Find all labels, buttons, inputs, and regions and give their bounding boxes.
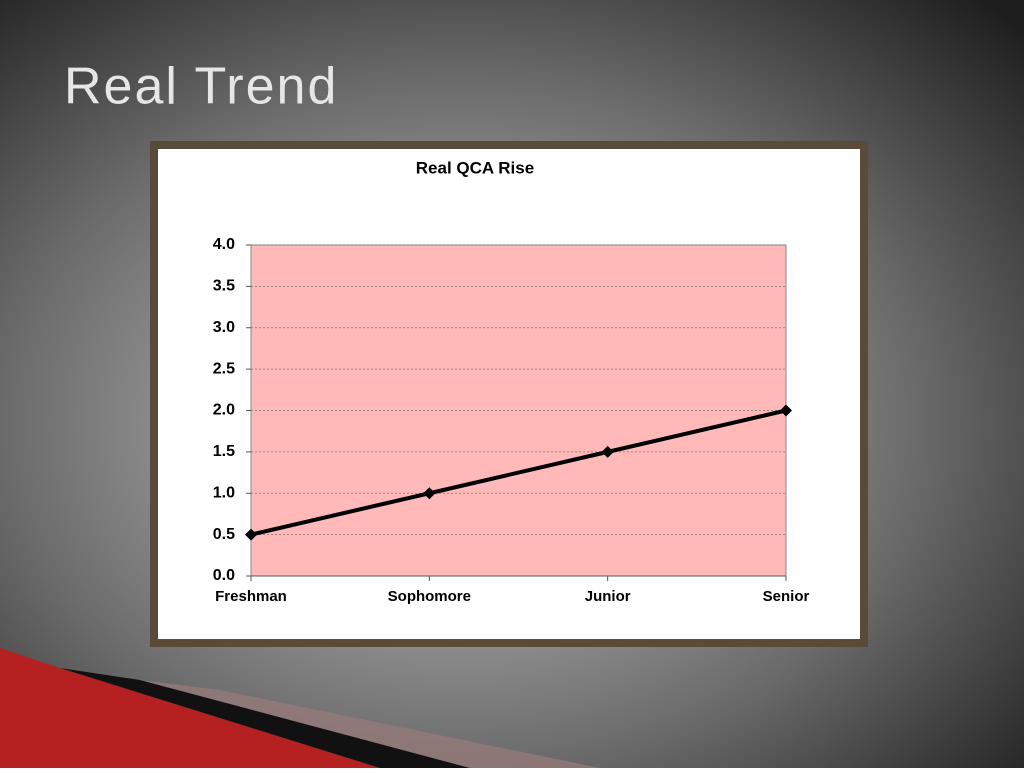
decoration: [0, 648, 380, 768]
chart-title: Real QCA Rise: [416, 158, 534, 177]
y-tick-label: 3.0: [213, 319, 235, 336]
marker: [780, 404, 792, 417]
y-tick-label: 0.0: [213, 567, 235, 584]
decoration: [60, 668, 470, 768]
y-tick-label: 2.0: [213, 402, 235, 419]
x-tick-label: Junior: [585, 588, 631, 605]
x-tick-label: Sophomore: [388, 588, 471, 605]
slide-title: Real Trend: [64, 58, 338, 116]
y-tick-label: 1.0: [213, 484, 235, 501]
y-tick-label: 0.5: [213, 526, 235, 543]
x-tick-label: Freshman: [215, 588, 287, 605]
y-tick-label: 1.5: [213, 443, 235, 460]
y-tick-label: 3.5: [213, 278, 235, 295]
marker: [245, 528, 257, 541]
decoration: [140, 680, 600, 768]
marker: [601, 445, 614, 458]
y-tick-label: 2.5: [213, 360, 235, 377]
marker: [423, 487, 436, 500]
line: [250, 408, 787, 537]
y-tick-label: 4.0: [213, 236, 235, 253]
x-tick-label: Senior: [763, 588, 810, 605]
